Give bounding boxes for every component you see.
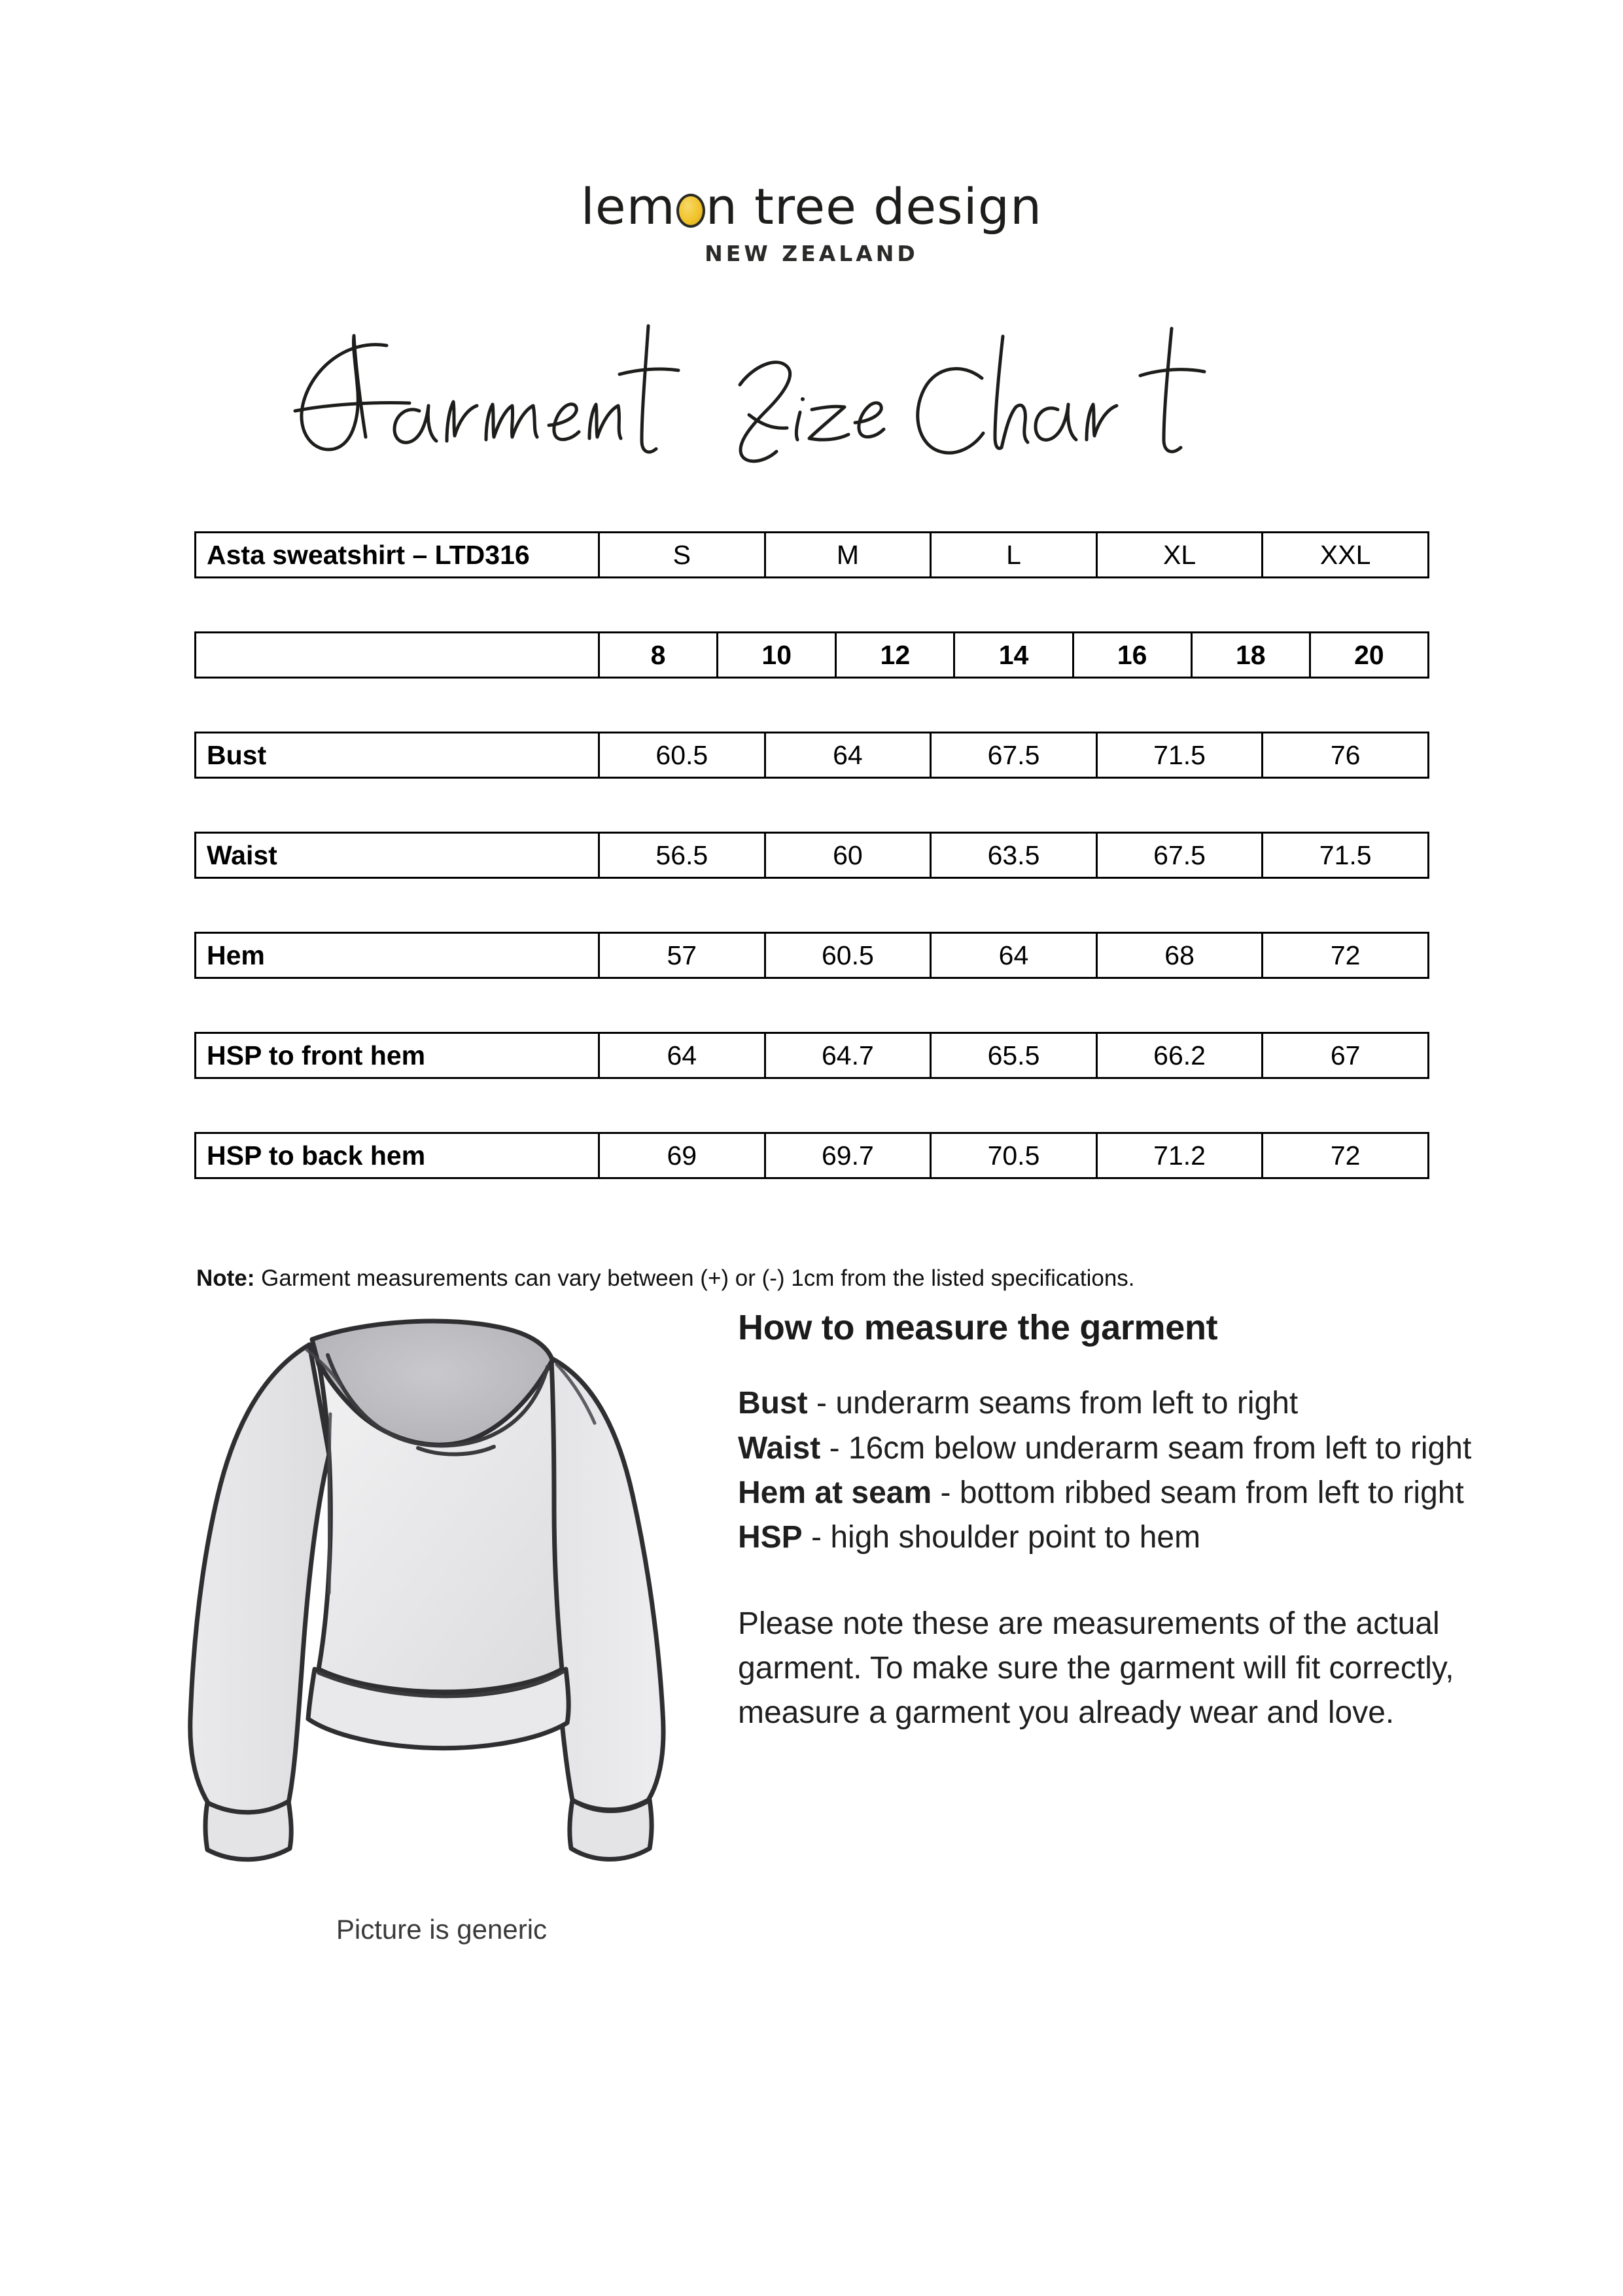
note-text: Note: Garment measurements can vary betw… [196,1265,1135,1292]
measurement-value: 67.5 [932,733,1098,777]
measure-definition-hem-at-seam: Hem at seam - bottom ribbed seam from le… [738,1471,1477,1515]
measurement-label: HSP to back hem [196,1134,600,1177]
measurement-value: 56.5 [600,834,766,877]
numeric-size-cell: 18 [1193,633,1311,677]
note-body: Garment measurements can vary between (+… [254,1265,1135,1291]
measurement-value: 72 [1330,1140,1361,1171]
table-row-hsp-back-hem: HSP to back hem 69 69.7 70.5 71.2 72 [194,1132,1429,1179]
page-title-script: Garment Size Chart [293,324,1206,463]
measurement-value: 67 [1330,1040,1361,1070]
measurement-value: 64.7 [766,1034,932,1077]
brand-wordmark: lem n tree design [581,182,1042,232]
numeric-size-cell: 10 [718,633,837,677]
brand-name-part2: n tree design [705,177,1043,236]
measurement-value: 69 [600,1134,766,1177]
measure-description: - bottom ribbed seam from left to right [932,1475,1464,1510]
measurement-value: 71.5 [1319,839,1372,870]
product-name-cell: Asta sweatshirt – LTD316 [196,533,600,576]
numeric-size-cell: 14 [955,633,1074,677]
measurement-value: 67.5 [1098,834,1264,877]
numeric-size-cell: 8 [600,633,719,677]
measurement-value: 64 [600,1034,766,1077]
measurement-label: Waist [196,834,600,877]
letter-size-cell: M [766,533,932,576]
letter-size-cell: S [600,533,766,576]
how-to-measure-section: How to measure the garment Bust - undera… [738,1308,1477,1735]
table-row-hem: Hem 57 60.5 64 68 72 [194,932,1429,979]
measurement-value: 60 [766,834,932,877]
measurement-label: Hem [196,934,600,977]
numeric-size-cell: 16 [1074,633,1193,677]
measurement-label: Bust [196,733,600,777]
table-row-numeric-sizes: 8 10 12 14 16 18 20 [194,631,1429,679]
brand-logo: lem n tree design NEW ZEALAND [0,182,1623,267]
letter-size-cell: XXL [1319,539,1371,570]
measure-description: - underarm seams from left to right [807,1386,1299,1421]
measurement-value: 60.5 [766,934,932,977]
measurement-value: 60.5 [600,733,766,777]
measurement-value: 64 [932,934,1098,977]
measure-term: Hem at seam [738,1475,932,1510]
measure-term: Waist [738,1430,821,1466]
how-to-measure-closing: Please note these are measurements of th… [738,1606,1454,1731]
lemon-icon [676,194,705,228]
measure-definition-bust: Bust - underarm seams from left to right [738,1381,1477,1426]
brand-country: NEW ZEALAND [705,241,918,266]
measurement-value: 69.7 [766,1134,932,1177]
measurement-value: 63.5 [932,834,1098,877]
size-chart-table: Asta sweatshirt – LTD316 S M L XL XXL 8 … [194,531,1429,1179]
measurement-value: 64 [766,733,932,777]
blank-label-cell [196,633,600,677]
measurement-value: 66.2 [1098,1034,1264,1077]
measurement-label: HSP to front hem [196,1034,600,1077]
table-row-letter-sizes: Asta sweatshirt – LTD316 S M L XL XXL [194,531,1429,578]
how-to-measure-heading: How to measure the garment [738,1308,1218,1347]
illustration-caption: Picture is generic [336,1914,548,1945]
measure-term: Bust [738,1386,808,1421]
page-title: Garment Size Chart [0,306,1623,503]
measurement-value: 70.5 [932,1134,1098,1177]
table-row-bust: Bust 60.5 64 67.5 71.5 76 [194,732,1429,779]
note-prefix: Note: [196,1265,255,1291]
measurement-value: 71.2 [1098,1134,1264,1177]
letter-size-cell: L [932,533,1098,576]
garment-illustration [167,1299,716,1881]
measurement-value: 65.5 [932,1034,1098,1077]
letter-size-cell: XL [1098,533,1264,576]
table-row-hsp-front-hem: HSP to front hem 64 64.7 65.5 66.2 67 [194,1032,1429,1079]
measurement-value: 76 [1330,739,1361,770]
measurement-value: 72 [1330,940,1361,970]
measure-term: HSP [738,1519,803,1555]
brand-name-part1: lem [580,177,676,236]
measure-definition-waist: Waist - 16cm below underarm seam from le… [738,1426,1477,1471]
measurement-value: 71.5 [1098,733,1264,777]
measure-definition-hsp: HSP - high shoulder point to hem [738,1515,1477,1560]
sweatshirt-icon [188,1318,666,1862]
numeric-size-cell: 12 [837,633,956,677]
how-to-measure-list: Bust - underarm seams from left to right… [738,1381,1477,1560]
measurement-value: 68 [1098,934,1264,977]
measure-description: - high shoulder point to hem [802,1519,1201,1555]
measure-description: - 16cm below underarm seam from left to … [820,1430,1472,1466]
table-row-waist: Waist 56.5 60 63.5 67.5 71.5 [194,832,1429,879]
numeric-size-cell: 20 [1354,639,1384,670]
measurement-value: 57 [600,934,766,977]
